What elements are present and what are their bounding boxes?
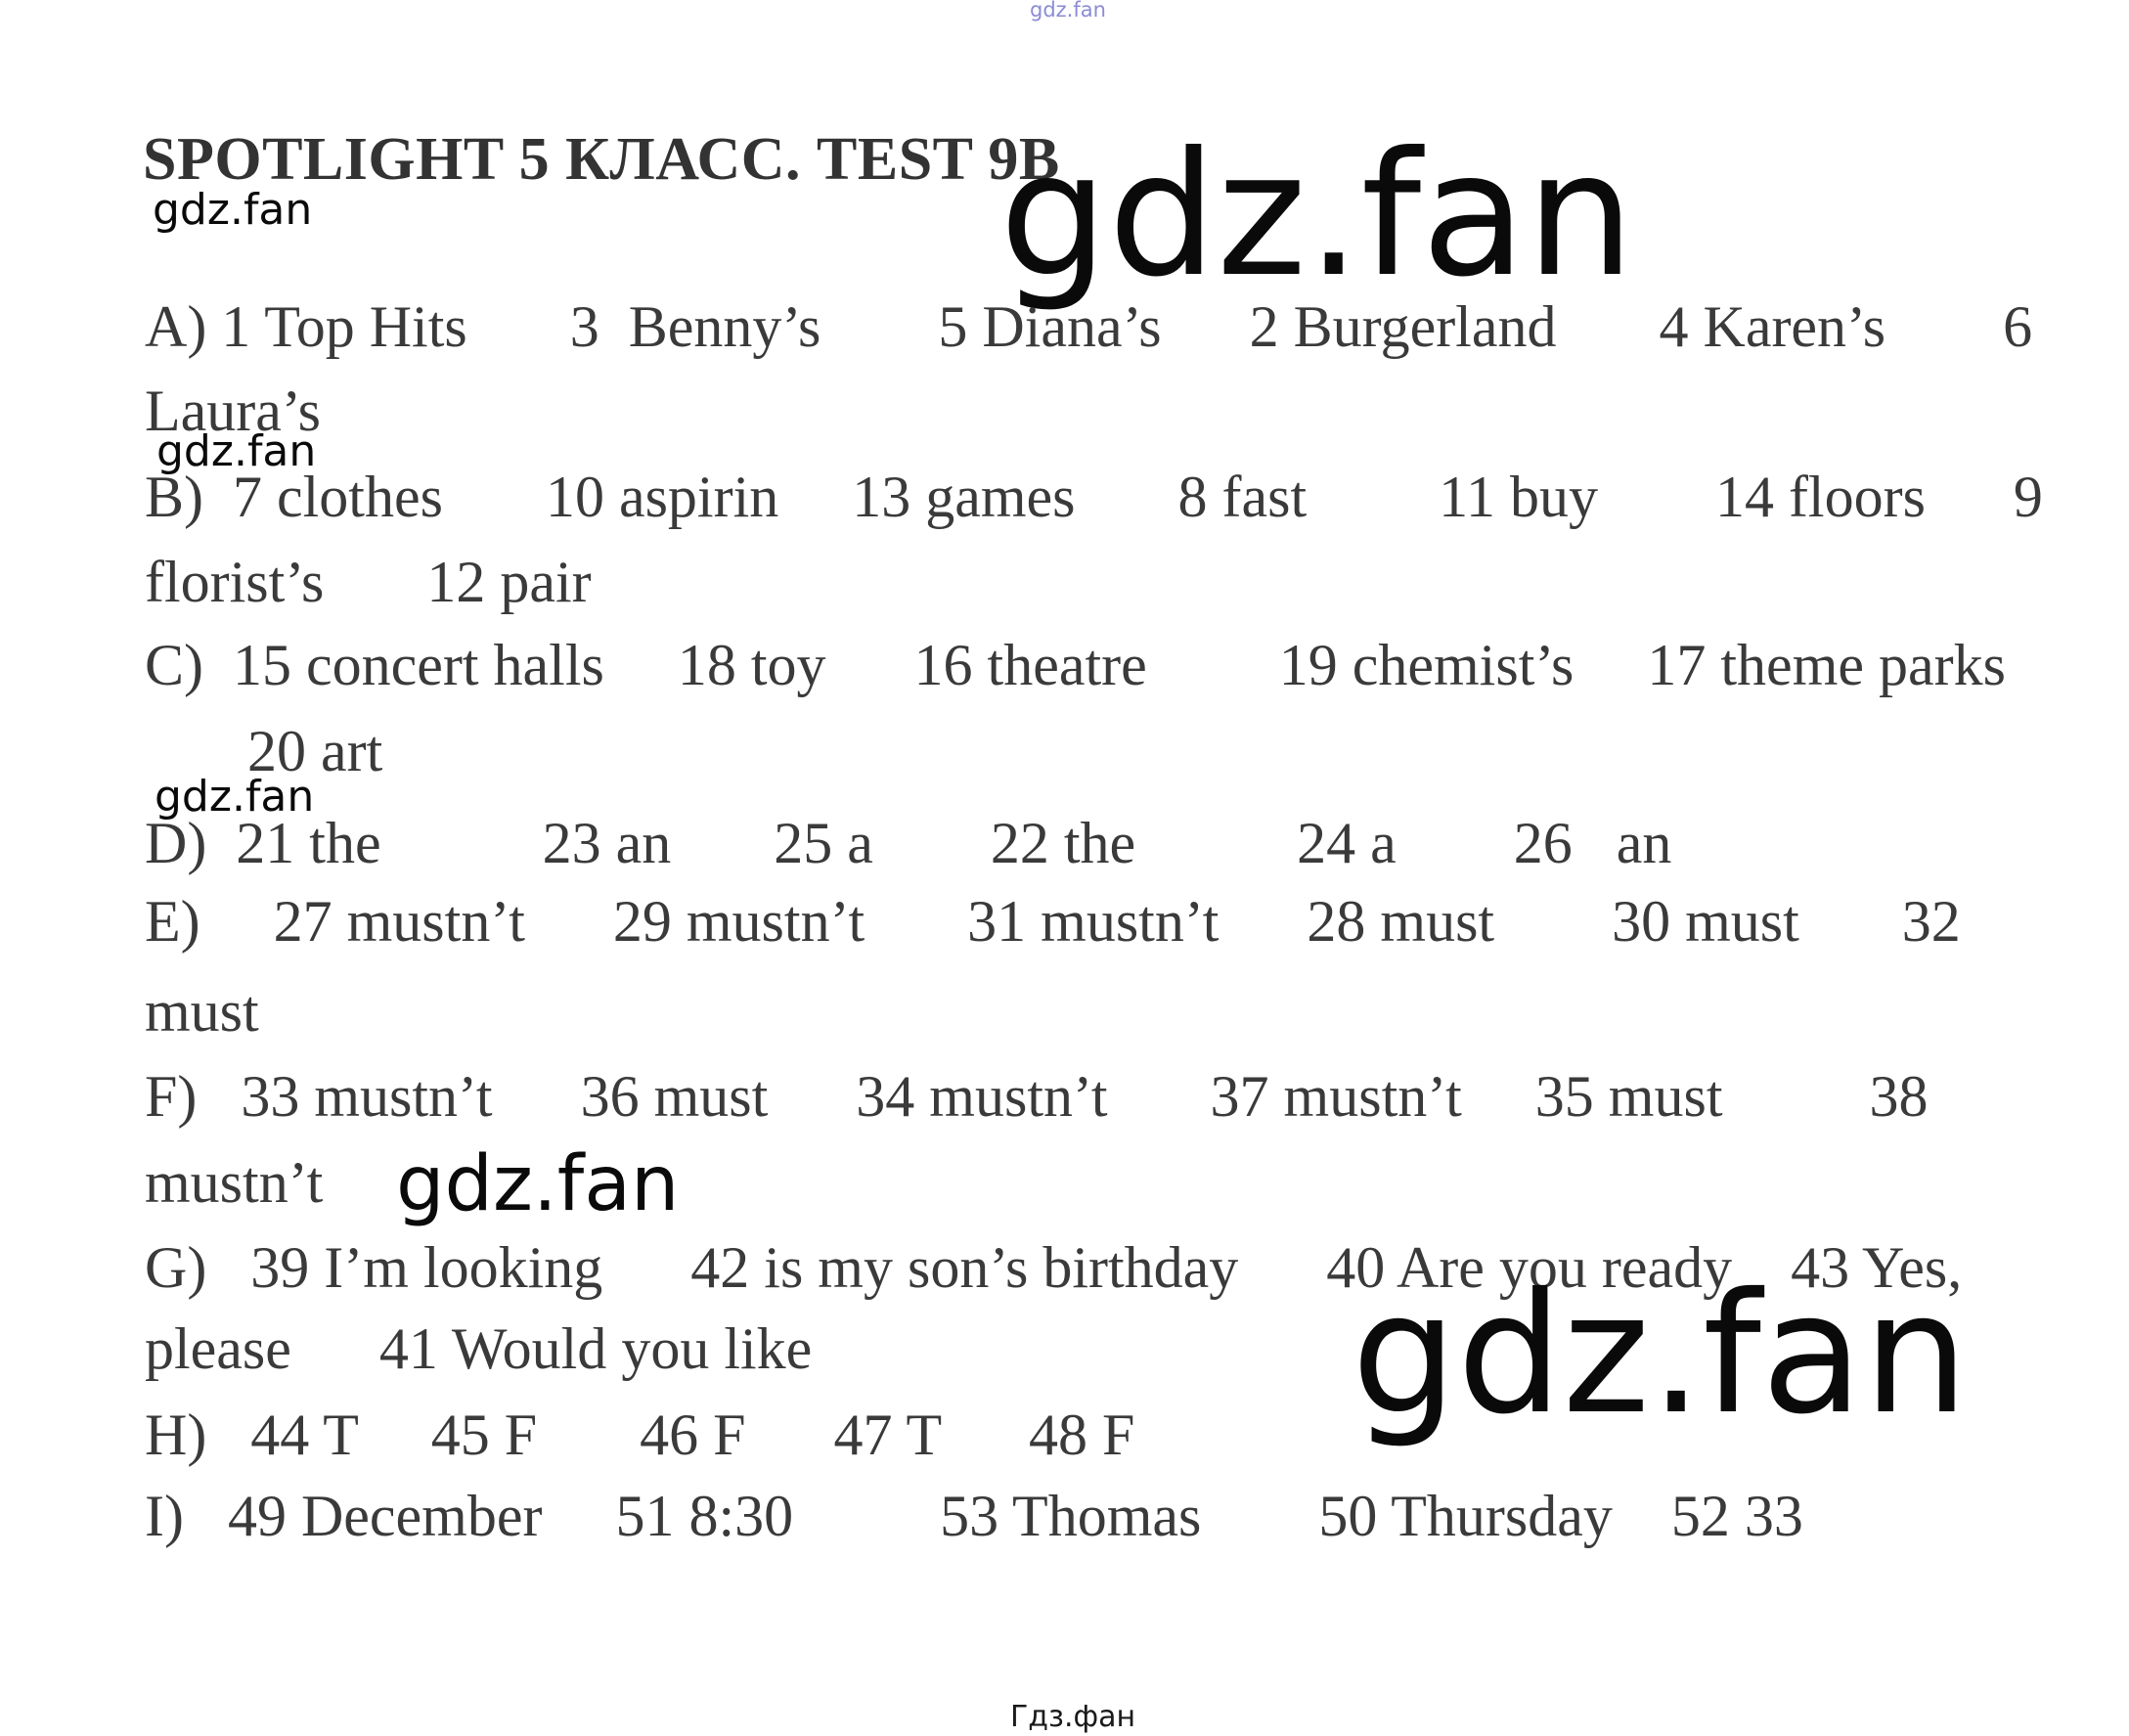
watermark-large-top-right: gdz.fan	[999, 116, 1635, 315]
answer-row-f: F) 33 mustn’t 36 must 34 mustn’t 37 must…	[145, 1064, 1929, 1129]
answer-row-c: C) 15 concert halls 18 toy 16 theatre 19…	[145, 633, 2006, 697]
answer-row-i: I) 49 December 51 8:30 53 Thomas 50 Thur…	[145, 1484, 1803, 1548]
answer-row-f-wrap: mustn’t	[145, 1150, 324, 1215]
answer-row-c-wrap: 20 art	[145, 719, 383, 783]
watermark-top-center: gdz.fan	[1030, 0, 1106, 22]
watermark-large-bottom-right: gdz.fan	[1352, 1258, 1969, 1451]
answer-row-b: B) 7 clothes 10 aspirin 13 games 8 fast …	[145, 465, 2043, 529]
answer-row-b-wrap: florist’s 12 pair	[145, 550, 592, 614]
page-title: SPOTLIGHT 5 КЛАСС. TEST 9B	[143, 126, 1060, 193]
watermark-before-row-d: gdz.fan	[155, 772, 315, 822]
answer-row-a: A) 1 Top Hits 3 Benny’s 5 Diana’s 2 Burg…	[145, 294, 2033, 359]
answer-row-e: E) 27 mustn’t 29 mustn’t 31 mustn’t 28 m…	[145, 889, 1961, 954]
watermark-under-title: gdz.fan	[153, 185, 313, 235]
answer-row-g: G) 39 I’m looking 42 is my son’s birthda…	[145, 1235, 1963, 1300]
answer-row-h: H) 44 T 45 F 46 F 47 T 48 F	[145, 1402, 1135, 1467]
answer-row-e-wrap: must	[145, 979, 259, 1044]
footer-site-label: Гдз.фан	[1010, 1700, 1136, 1734]
answer-row-g-wrap: please 41 Would you like	[145, 1316, 813, 1381]
answer-row-d: D) 21 the 23 an 25 a 22 the 24 a 26 an	[145, 811, 1672, 875]
watermark-mid-left: gdz.fan	[396, 1140, 680, 1228]
answer-row-a-wrap: Laura’s	[145, 378, 321, 443]
watermark-before-row-b: gdz.fan	[156, 426, 317, 476]
